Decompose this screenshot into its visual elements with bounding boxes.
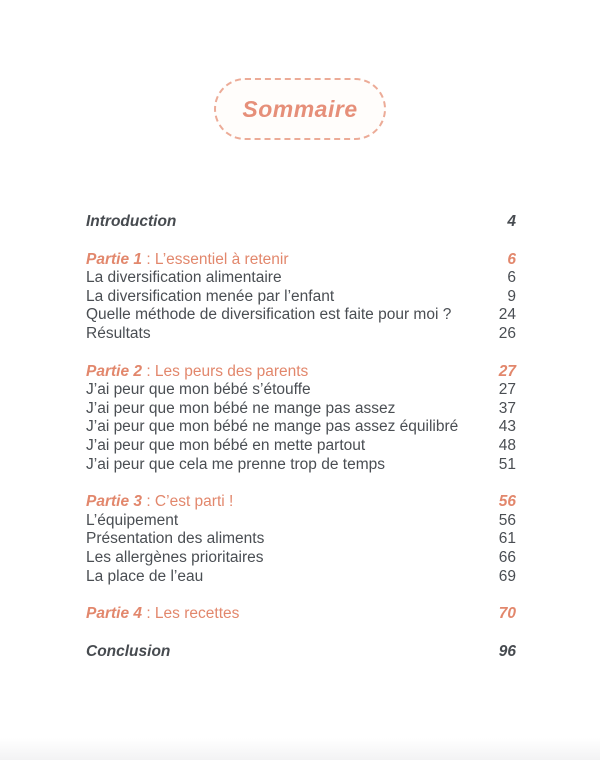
toc-part-title: : Les recettes [142, 605, 240, 623]
toc-entry-label: Introduction [86, 213, 177, 230]
toc-entry-page: 26 [498, 324, 516, 342]
toc-entry-label: J’ai peur que cela me prenne trop de tem… [86, 455, 385, 473]
toc-row: L’équipement 56 [86, 512, 516, 531]
toc-row: La diversification menée par l’enfant 9 [86, 288, 516, 307]
toc-entry-page: 27 [498, 381, 516, 399]
toc-part-label: Partie 4 : Les recettes [86, 605, 499, 624]
toc-entry-label: La place de l’eau [86, 567, 204, 585]
toc-entry-label: J’ai peur que mon bébé ne mange pas asse… [86, 418, 459, 436]
toc-entry-label: J’ai peur que mon bébé ne mange pas asse… [86, 399, 396, 417]
toc-row-introduction: Introduction 4 [86, 213, 516, 232]
toc-entry-label: La diversification alimentaire [86, 269, 282, 287]
toc-part-title: : C’est parti ! [142, 493, 234, 511]
sommaire-badge-container: Sommaire [0, 0, 600, 140]
toc-row: Quelle méthode de diversification est fa… [86, 306, 516, 325]
toc-entry-page: 4 [507, 213, 516, 230]
toc-entry-label: Quelle méthode de diversification est fa… [86, 306, 452, 324]
toc-entry-page: 24 [498, 306, 516, 324]
toc-entry-page: 51 [498, 455, 516, 473]
toc-group-introduction: Introduction 4 [86, 213, 516, 232]
toc-entry-page: 70 [498, 605, 516, 623]
toc-entry-label: L’équipement [86, 511, 179, 529]
toc-entry-page: 37 [498, 399, 516, 417]
toc-group-part-3: Partie 3 : C’est parti ! 56 L’équipement… [86, 493, 516, 586]
toc-entry-page: 66 [498, 548, 516, 566]
toc-row-conclusion: Conclusion 96 [86, 643, 516, 662]
toc-group-part-1: Partie 1 : L’essentiel à retenir 6 La di… [86, 251, 516, 344]
toc-entry-page: 96 [498, 642, 516, 660]
page-bottom-edge-shadow [0, 738, 600, 760]
toc-row: J’ai peur que mon bébé ne mange pas asse… [86, 418, 516, 437]
sommaire-badge: Sommaire [214, 78, 386, 140]
toc-entry-page: 27 [498, 362, 516, 380]
toc-entry-page: 9 [507, 287, 516, 305]
toc-entry-page: 6 [507, 250, 516, 268]
toc-row: J’ai peur que cela me prenne trop de tem… [86, 456, 516, 475]
toc-entry-label: La diversification menée par l’enfant [86, 287, 335, 305]
toc-part-name: Partie 3 [86, 493, 143, 511]
toc-entry-page: 43 [498, 418, 516, 436]
toc-group-part-2: Partie 2 : Les peurs des parents 27 J’ai… [86, 363, 516, 475]
toc-row-part-heading: Partie 1 : L’essentiel à retenir 6 [86, 251, 516, 270]
toc-row: Présentation des aliments 61 [86, 530, 516, 549]
toc-entry-label: J’ai peur que mon bébé s’étouffe [86, 381, 311, 399]
toc-row: La diversification alimentaire 6 [86, 269, 516, 288]
toc-entry-page: 48 [498, 436, 516, 454]
toc-part-title: : Les peurs des parents [142, 362, 309, 380]
toc-group-part-4: Partie 4 : Les recettes 70 [86, 605, 516, 624]
toc-row: La place de l’eau 69 [86, 568, 516, 587]
toc-part-label: Partie 2 : Les peurs des parents [86, 363, 499, 382]
toc-row: J’ai peur que mon bébé en mette partout … [86, 437, 516, 456]
toc-row: Les allergènes prioritaires 66 [86, 549, 516, 568]
toc-part-title: : L’essentiel à retenir [142, 250, 289, 268]
toc-entry-label: J’ai peur que mon bébé en mette partout [86, 436, 366, 454]
toc-entry-page: 61 [498, 530, 516, 548]
toc-row: Résultats 26 [86, 325, 516, 344]
toc-entry-page: 56 [498, 493, 516, 511]
toc-row: J’ai peur que mon bébé ne mange pas asse… [86, 400, 516, 419]
toc-entry-page: 56 [498, 511, 516, 529]
toc-entry-label: Conclusion [86, 642, 171, 660]
toc-group-conclusion: Conclusion 96 [86, 643, 516, 662]
page-title: Sommaire [242, 95, 358, 122]
toc-row: J’ai peur que mon bébé s’étouffe 27 [86, 381, 516, 400]
toc-part-name: Partie 2 [86, 362, 143, 380]
toc-entry-label: Présentation des aliments [86, 530, 265, 548]
toc-row-part-heading: Partie 3 : C’est parti ! 56 [86, 493, 516, 512]
toc-part-name: Partie 4 [86, 605, 143, 623]
toc-part-label: Partie 1 : L’essentiel à retenir [86, 251, 507, 270]
toc-entry-page: 6 [507, 269, 516, 287]
toc-row-part-heading: Partie 4 : Les recettes 70 [86, 605, 516, 624]
toc-entry-label: Les allergènes prioritaires [86, 548, 264, 566]
toc-row-part-heading: Partie 2 : Les peurs des parents 27 [86, 363, 516, 382]
toc-part-label: Partie 3 : C’est parti ! [86, 493, 499, 512]
toc-entry-page: 69 [498, 567, 516, 585]
table-of-contents: Introduction 4 Partie 1 : L’essentiel à … [0, 213, 600, 661]
toc-part-name: Partie 1 [86, 250, 143, 268]
toc-entry-label: Résultats [86, 324, 151, 342]
